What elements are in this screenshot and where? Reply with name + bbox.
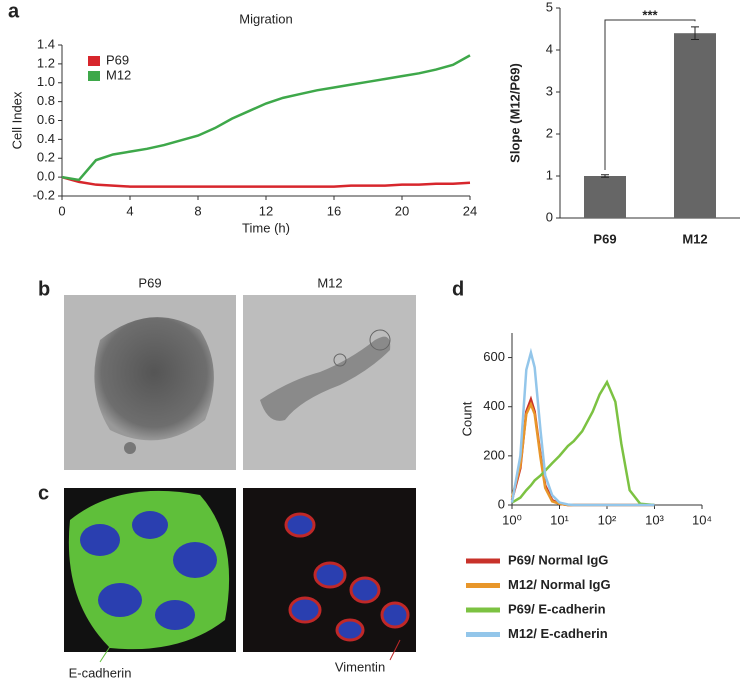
image-label: E-cadherin <box>69 665 132 680</box>
series-line <box>61 54 471 182</box>
image-label: M12 <box>317 275 342 290</box>
x-tick-label: 0 <box>58 203 65 218</box>
panel-letter: c <box>38 482 49 504</box>
legend-label: P69 <box>106 52 129 67</box>
y-axis-label: Count <box>459 401 474 436</box>
fluorescence-image <box>243 488 416 652</box>
legend-label: M12 <box>106 67 131 82</box>
y-tick-label: 400 <box>483 398 505 413</box>
panel-letter: b <box>38 278 50 300</box>
panel-letter: a <box>8 0 20 22</box>
legend-label: P69/ E-cadherin <box>508 601 606 616</box>
series-line <box>510 395 655 507</box>
y-tick-label: 1.2 <box>37 55 55 70</box>
fluorescence-image <box>64 488 236 652</box>
x-tick-label: 16 <box>327 203 341 218</box>
brightfield-image <box>64 295 236 470</box>
x-tick-label: M12 <box>682 231 707 246</box>
y-tick-label: 600 <box>483 349 505 364</box>
y-tick-label: 4 <box>546 41 553 56</box>
y-tick-label: 0.2 <box>37 150 55 165</box>
error-bar <box>601 174 609 178</box>
significance-bracket <box>604 19 696 170</box>
x-tick-label: 12 <box>259 203 273 218</box>
y-tick-label: 0 <box>546 209 553 224</box>
annotation: *** <box>642 7 658 22</box>
series-line <box>511 379 655 507</box>
series-line <box>510 347 655 507</box>
x-tick-label: 4 <box>126 203 133 218</box>
bar <box>584 176 626 218</box>
panel-letter: d <box>452 278 464 300</box>
y-tick-label: 1.0 <box>37 74 55 89</box>
legend-swatch <box>88 56 100 66</box>
bar <box>674 33 716 219</box>
x-tick-label: P69 <box>593 231 616 246</box>
y-tick-label: 0.8 <box>37 93 55 108</box>
y-axis-label: Cell Index <box>9 91 24 149</box>
series-line <box>61 175 471 188</box>
image-label: P69 <box>138 275 161 290</box>
x-axis-label: Time (h) <box>242 220 290 235</box>
legend-label: M12/ Normal IgG <box>508 577 611 592</box>
x-tick-label: 10² <box>598 512 617 527</box>
image-label: Vimentin <box>335 659 385 674</box>
x-tick-label: 10¹ <box>550 512 569 527</box>
y-tick-label: 0.4 <box>37 131 55 146</box>
y-tick-label: 3 <box>546 83 553 98</box>
x-tick-label: 10³ <box>645 512 664 527</box>
legend-label: P69/ Normal IgG <box>508 552 608 567</box>
x-tick-label: 10⁰ <box>502 512 522 527</box>
y-tick-label: 5 <box>546 0 553 14</box>
y-tick-label: 200 <box>483 447 505 462</box>
x-tick-label: 24 <box>463 203 477 218</box>
pointer <box>99 627 123 663</box>
x-tick-label: 10⁴ <box>692 512 712 527</box>
y-tick-label: -0.2 <box>33 187 55 202</box>
y-axis-label: Slope (M12/P69) <box>507 63 522 163</box>
chart-title: Migration <box>239 11 292 26</box>
x-tick-label: 8 <box>194 203 201 218</box>
series-line <box>510 401 655 507</box>
x-tick-label: 20 <box>395 203 409 218</box>
error-bar <box>691 26 699 40</box>
y-tick-label: 1.4 <box>37 36 55 51</box>
y-tick-label: 2 <box>546 125 553 140</box>
y-tick-label: 1 <box>546 167 553 182</box>
y-tick-label: 0.6 <box>37 112 55 127</box>
pointer <box>389 639 401 661</box>
y-tick-label: 0 <box>498 496 505 511</box>
legend-swatch <box>88 71 100 81</box>
y-tick-label: 0.0 <box>37 169 55 184</box>
brightfield-image <box>243 295 416 470</box>
legend-label: M12/ E-cadherin <box>508 626 608 641</box>
